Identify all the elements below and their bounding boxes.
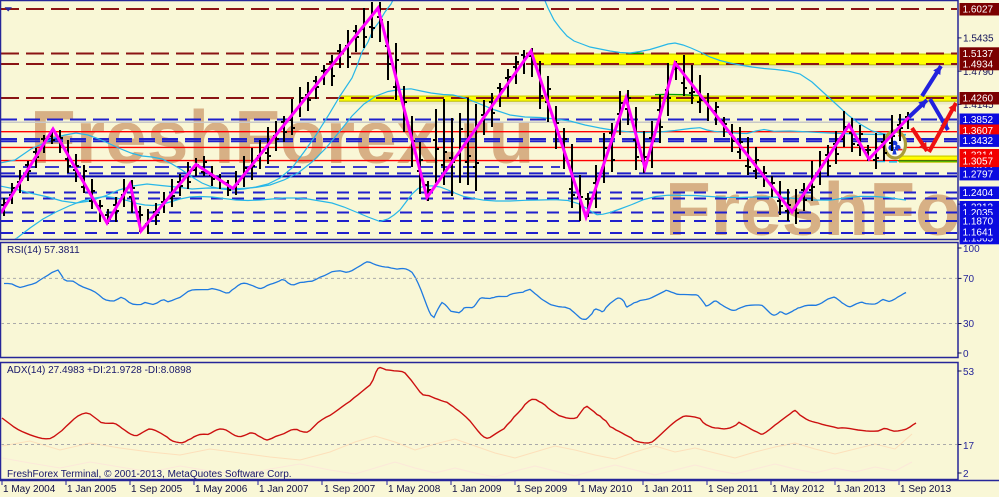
svg-text:1.1641: 1.1641 <box>963 228 994 239</box>
svg-text:1.4145: 1.4145 <box>963 100 994 111</box>
svg-text:1 May 2004: 1 May 2004 <box>3 484 56 495</box>
svg-text:1 Sep 2013: 1 Sep 2013 <box>900 484 952 495</box>
svg-text:1.3607: 1.3607 <box>963 126 994 137</box>
svg-text:1.1565: 1.1565 <box>963 234 994 245</box>
svg-text:FreshForex Terminal, © 2001-20: FreshForex Terminal, © 2001-2013, MetaQu… <box>7 469 292 480</box>
svg-text:1.3852: 1.3852 <box>963 115 994 126</box>
svg-text:1.6027: 1.6027 <box>963 5 994 16</box>
svg-text:1.3432: 1.3432 <box>963 136 994 147</box>
svg-text:1.5435: 1.5435 <box>963 34 994 45</box>
svg-text:1.3057: 1.3057 <box>963 156 994 167</box>
svg-text:RSI(14) 57.3811: RSI(14) 57.3811 <box>7 245 80 256</box>
svg-text:1 Sep 2005: 1 Sep 2005 <box>131 484 183 495</box>
svg-text:30: 30 <box>963 319 975 330</box>
svg-text:1 May 2008: 1 May 2008 <box>388 484 441 495</box>
svg-text:FreshForex.ru: FreshForex.ru <box>665 167 999 251</box>
svg-text:0: 0 <box>963 349 969 360</box>
svg-text:1.4934: 1.4934 <box>963 60 994 71</box>
svg-text:53: 53 <box>963 367 975 378</box>
svg-text:1.2797: 1.2797 <box>963 170 994 181</box>
svg-text:100: 100 <box>963 244 980 255</box>
svg-text:1 Sep 2009: 1 Sep 2009 <box>516 484 568 495</box>
svg-text:17: 17 <box>963 441 975 452</box>
svg-text:1.5137: 1.5137 <box>963 49 994 60</box>
svg-text:1.4790: 1.4790 <box>963 67 994 78</box>
svg-text:1 May 2012: 1 May 2012 <box>772 484 825 495</box>
svg-text:1 Jan 2005: 1 Jan 2005 <box>67 484 117 495</box>
svg-text:1 May 2010: 1 May 2010 <box>580 484 633 495</box>
svg-text:1 Jan 2013: 1 Jan 2013 <box>836 484 886 495</box>
svg-text:1 Jan 2007: 1 Jan 2007 <box>259 484 309 495</box>
svg-text:1.4260: 1.4260 <box>963 94 994 105</box>
svg-text:1 May 2006: 1 May 2006 <box>195 484 248 495</box>
svg-text:1 Sep 2007: 1 Sep 2007 <box>324 484 376 495</box>
svg-text:FreshForex.ru: FreshForex.ru <box>30 95 534 179</box>
svg-text:2: 2 <box>963 469 969 480</box>
svg-text:ADX(14) 27.4983 +DI:21.9728 -D: ADX(14) 27.4983 +DI:21.9728 -DI:8.0898 <box>7 365 192 376</box>
svg-text:1.2035: 1.2035 <box>963 208 994 219</box>
svg-text:1.2404: 1.2404 <box>963 188 994 199</box>
svg-text:1 Jan 2011: 1 Jan 2011 <box>644 484 693 495</box>
svg-text:1.1870: 1.1870 <box>963 217 994 228</box>
svg-text:1 Sep 2011: 1 Sep 2011 <box>708 484 759 495</box>
svg-text:70: 70 <box>963 274 975 285</box>
svg-text:1 Jan 2009: 1 Jan 2009 <box>452 484 502 495</box>
